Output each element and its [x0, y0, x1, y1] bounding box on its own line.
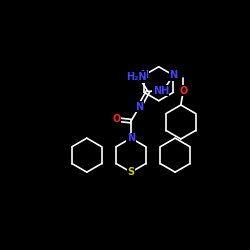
Text: N: N — [170, 70, 177, 80]
Text: N: N — [136, 102, 143, 112]
Text: O: O — [179, 86, 188, 96]
Text: N: N — [140, 70, 148, 80]
Text: O: O — [112, 114, 121, 124]
Text: NH: NH — [153, 86, 169, 96]
Text: N: N — [127, 133, 135, 143]
Text: H₂N: H₂N — [126, 72, 146, 82]
Text: S: S — [128, 167, 134, 177]
